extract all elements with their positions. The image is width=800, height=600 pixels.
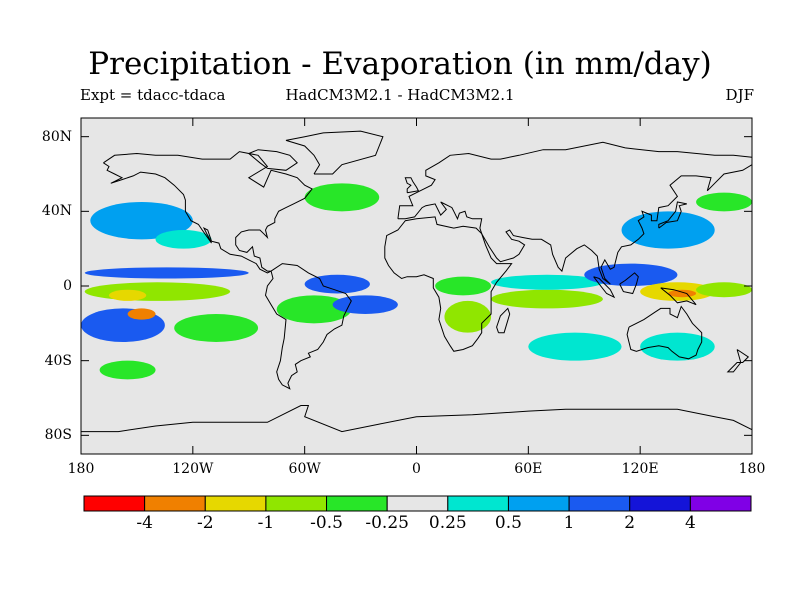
pe-anomaly-region	[444, 300, 492, 333]
coastline	[404, 177, 420, 194]
lon-label-60w: 60W	[288, 461, 321, 477]
lon-label-120e: 120E	[621, 461, 659, 477]
colorbar-label: 0.25	[428, 513, 467, 533]
coastline	[81, 405, 752, 433]
pe-anomaly-region	[155, 230, 212, 249]
pe-anomaly-region	[84, 267, 249, 279]
pe-anomaly-region	[99, 360, 156, 380]
season-label: DJF	[725, 86, 754, 104]
lat-label-40s: 40S	[44, 352, 72, 369]
coastline	[660, 287, 697, 306]
colorbar-label: -0.25	[365, 513, 409, 533]
pe-anomaly-region	[491, 289, 603, 309]
colorbar-label: -0.5	[310, 513, 343, 533]
lat-label-40n: 40N	[41, 203, 72, 220]
pe-field-layer	[81, 183, 752, 380]
lon-label-180e: 180	[738, 461, 766, 477]
pe-anomaly-region	[276, 295, 352, 324]
colorbar-label: -1	[257, 513, 275, 533]
pe-anomaly-region	[528, 332, 622, 361]
colorbar-swatch	[265, 495, 328, 512]
coastline	[619, 272, 639, 295]
model-label: HadCM3M2.1 - HadCM3M2.1	[285, 86, 515, 104]
colorbar-swatch	[447, 495, 509, 512]
colorbar-label: 1	[563, 513, 575, 533]
pe-anomaly-region	[332, 295, 398, 314]
coastline	[397, 141, 752, 285]
pe-anomaly-region	[621, 211, 715, 249]
coastline	[593, 276, 616, 299]
colorbar-label: 2	[624, 513, 636, 533]
coastline	[726, 349, 750, 373]
pe-anomaly-region	[491, 274, 603, 290]
pe-anomaly-region	[174, 314, 259, 342]
pe-anomaly-region	[435, 276, 492, 296]
colorbar-swatch	[689, 495, 752, 512]
coastline	[285, 130, 384, 175]
colorbar-swatch	[204, 495, 267, 512]
coastline	[384, 216, 513, 352]
coastline	[264, 263, 352, 390]
pe-anomaly-region	[304, 274, 370, 294]
colorbar-swatch	[326, 495, 388, 512]
chart-title: Precipitation - Evaporation (in mm/day)	[88, 46, 712, 82]
colorbar-swatch	[507, 495, 570, 512]
coastline	[658, 201, 687, 229]
lat-label-80s: 80S	[44, 427, 72, 444]
pe-anomaly-region	[696, 192, 752, 212]
colorbar-label: -2	[196, 513, 214, 533]
experiment-label: Expt = tdacc-tdaca	[80, 86, 226, 104]
colorbar-swatch	[386, 495, 449, 512]
lon-label-60e: 60E	[514, 461, 543, 477]
coastline	[626, 305, 703, 360]
pe-anomaly-region	[304, 183, 380, 212]
pe-anomaly-region	[584, 263, 678, 286]
lon-label-120w: 120W	[172, 461, 214, 477]
colorbar-swatch	[144, 495, 206, 512]
pe-anomaly-region	[696, 282, 752, 298]
colorbar-swatch	[568, 495, 631, 512]
coastline-layer	[81, 130, 752, 433]
lat-label-0: 0	[63, 278, 72, 294]
colorbar-swatch	[629, 495, 691, 512]
pe-anomaly-region	[108, 289, 147, 301]
coastline	[496, 307, 511, 334]
coastline	[247, 149, 298, 171]
colorbar-swatch	[83, 495, 146, 512]
colorbar-label: -4	[136, 513, 153, 533]
pe-anomaly-region	[90, 202, 193, 240]
pe-anomaly-region	[127, 308, 156, 320]
pe-anomaly-region	[668, 289, 697, 298]
lat-label-80n: 80N	[41, 128, 72, 145]
axis-ticks	[80, 118, 753, 454]
coastline	[103, 151, 313, 274]
colorbar-label: 0.5	[494, 513, 522, 533]
colorbar-label: 4	[684, 513, 696, 533]
lon-label-180w: 180	[67, 461, 95, 477]
lon-label-0: 0	[412, 461, 421, 477]
